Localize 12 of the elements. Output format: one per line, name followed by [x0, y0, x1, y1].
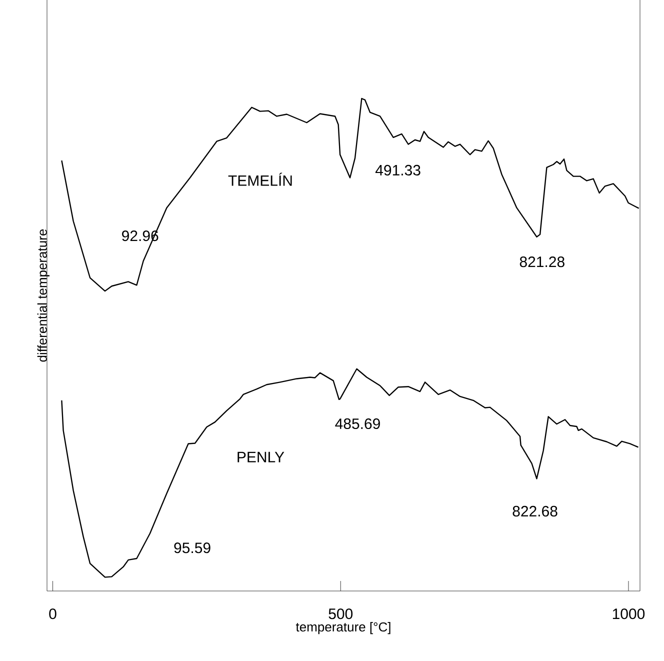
annotation: 491.33 [375, 164, 420, 176]
annotation: 485.69 [335, 418, 380, 430]
annotation: 821.28 [520, 256, 564, 268]
x-axis-title: temperature [°C] [296, 622, 390, 634]
text: PENLY [238, 452, 284, 462]
annotation: 95.59 [174, 542, 210, 554]
x-tick-label: 1000 [612, 608, 645, 620]
y-axis-title: differential temperature [37, 229, 50, 362]
annotation: 822.68 [512, 506, 558, 517]
series-label: TEMELÍN [228, 172, 292, 186]
x-tick-label: 0 [49, 608, 56, 620]
x-tick-label: 500 [328, 608, 353, 620]
